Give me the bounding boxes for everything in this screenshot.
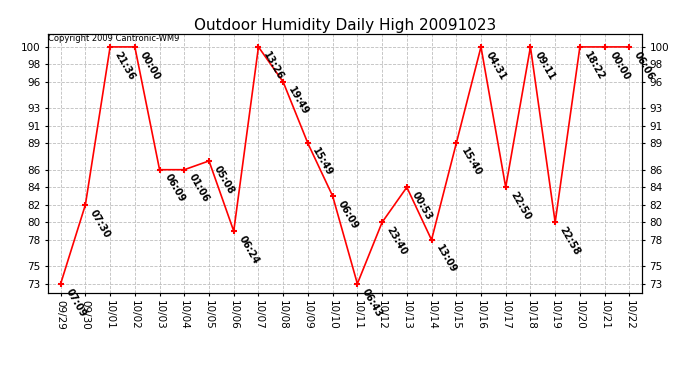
- Text: 07:30: 07:30: [88, 208, 112, 239]
- Text: 13:09: 13:09: [434, 243, 458, 274]
- Text: 00:53: 00:53: [410, 190, 434, 222]
- Text: 23:40: 23:40: [385, 225, 409, 257]
- Text: 19:49: 19:49: [286, 85, 310, 117]
- Text: 06:06: 06:06: [632, 50, 656, 81]
- Text: 18:22: 18:22: [582, 50, 607, 82]
- Text: 22:58: 22:58: [558, 225, 582, 257]
- Text: 09:11: 09:11: [533, 50, 558, 81]
- Title: Outdoor Humidity Daily High 20091023: Outdoor Humidity Daily High 20091023: [194, 18, 496, 33]
- Text: 01:06: 01:06: [187, 172, 211, 204]
- Text: 13:26: 13:26: [262, 50, 286, 81]
- Text: 06:43: 06:43: [360, 286, 384, 318]
- Text: 15:49: 15:49: [310, 146, 335, 178]
- Text: 21:36: 21:36: [113, 50, 137, 81]
- Text: 06:24: 06:24: [237, 234, 261, 266]
- Text: 04:31: 04:31: [484, 50, 508, 81]
- Text: 05:08: 05:08: [212, 164, 236, 196]
- Text: 00:00: 00:00: [607, 50, 631, 81]
- Text: 15:40: 15:40: [459, 146, 483, 178]
- Text: 00:00: 00:00: [137, 50, 161, 81]
- Text: 22:50: 22:50: [509, 190, 533, 222]
- Text: 06:09: 06:09: [162, 172, 186, 204]
- Text: 06:09: 06:09: [335, 199, 359, 231]
- Text: 07:09: 07:09: [63, 286, 88, 318]
- Text: Copyright 2009 Cantronic-WM9: Copyright 2009 Cantronic-WM9: [48, 34, 179, 43]
